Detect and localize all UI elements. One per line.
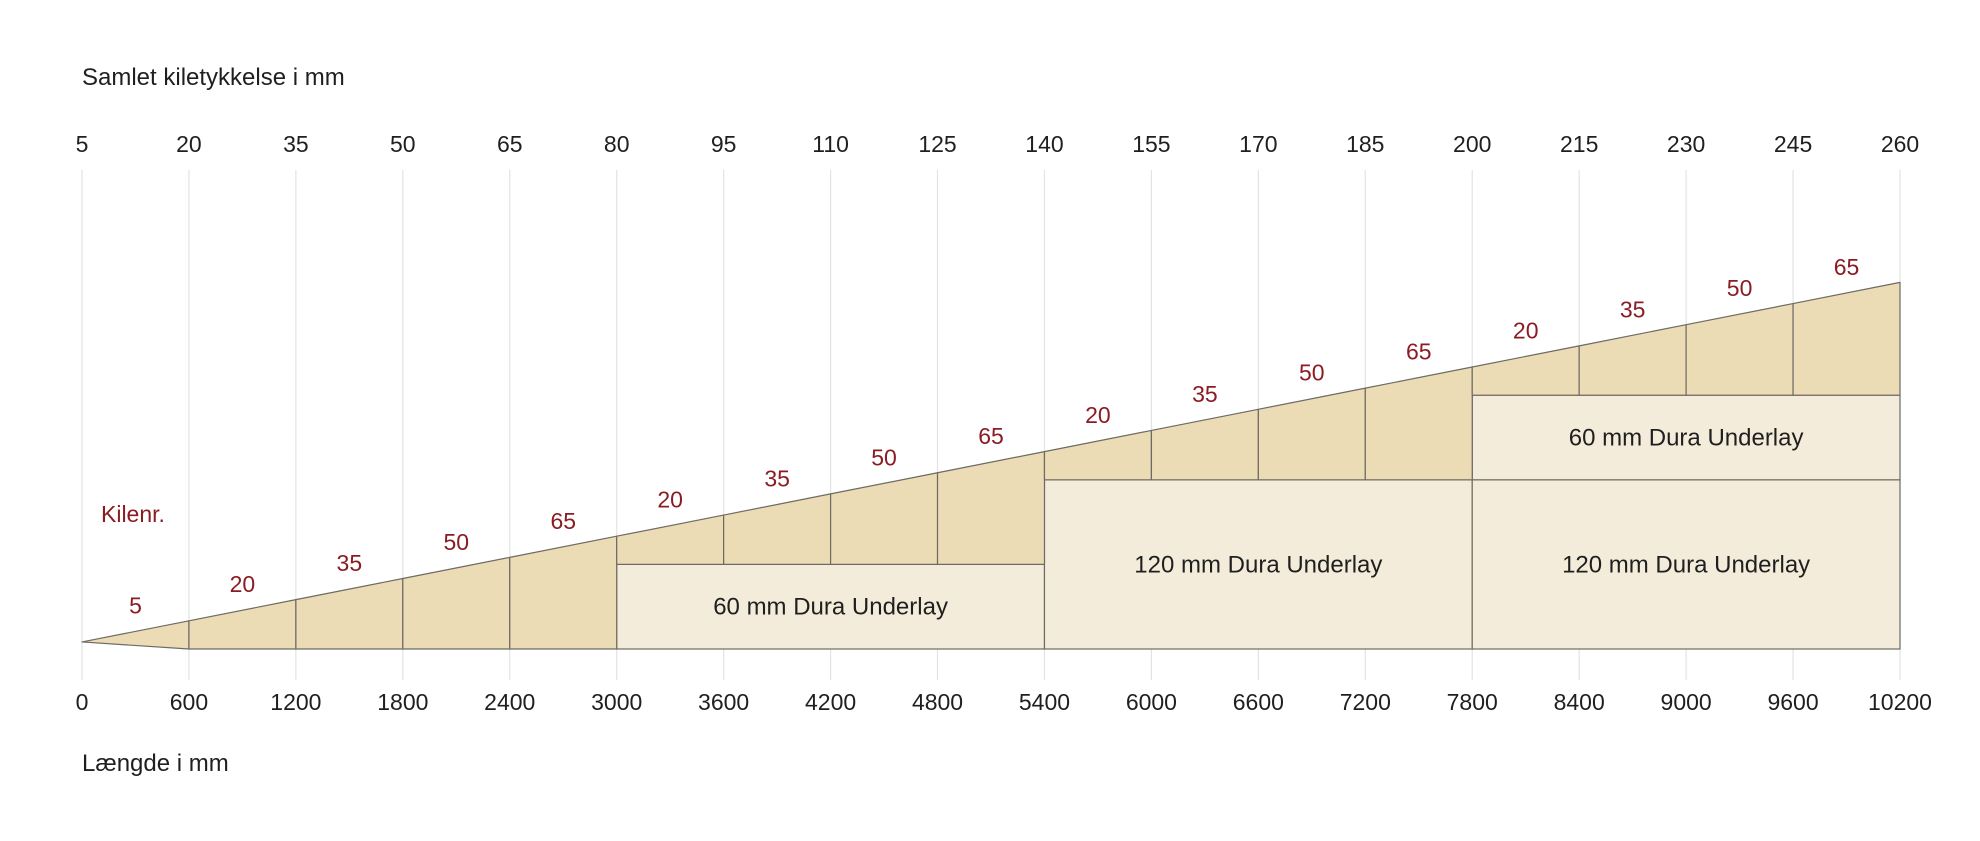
top-tick-label: 230 (1667, 131, 1705, 157)
wedge-segment (616, 514, 725, 566)
wedge-segment (723, 493, 832, 566)
kile-number: 20 (1085, 402, 1111, 428)
top-tick-label: 200 (1453, 131, 1491, 157)
top-axis-ticks: 5 20 35 50 65 80 95 110 125 140 155 170 185 200 215 230… (76, 131, 1920, 157)
kile-number: 35 (1620, 296, 1646, 322)
kile-number: 65 (1834, 254, 1860, 280)
kile-number: 65 (550, 508, 576, 534)
wedge-segment (1257, 387, 1366, 481)
top-tick-label: 95 (711, 131, 737, 157)
bottom-tick-label: 5400 (1019, 689, 1070, 715)
kile-number: 50 (871, 444, 897, 470)
underlay-block (1043, 479, 1473, 650)
bottom-tick-label: 7200 (1340, 689, 1391, 715)
top-axis-title: Samlet kiletykkelse i mm (82, 64, 345, 91)
underlay-label: 60 mm Dura Underlay (713, 594, 948, 621)
kile-number: 50 (443, 529, 469, 555)
top-tick-label: 185 (1346, 131, 1384, 157)
underlay-blocks: 60 mm Dura Underlay 120 mm Dura Underlay 1… (616, 394, 1901, 650)
wedge-segment (1792, 281, 1901, 396)
top-tick-label: 80 (604, 131, 630, 157)
top-tick-label: 155 (1132, 131, 1170, 157)
bottom-tick-label: 10200 (1868, 689, 1932, 715)
top-tick-label: 65 (497, 131, 523, 157)
top-tick-label: 125 (918, 131, 956, 157)
underlay-label: 120 mm Dura Underlay (1562, 551, 1810, 578)
bottom-tick-label: 4800 (912, 689, 963, 715)
wedge-segment (1364, 366, 1473, 481)
kile-number: 20 (1513, 317, 1539, 343)
bottom-tick-label: 6600 (1233, 689, 1284, 715)
wedge-segment (1043, 429, 1153, 481)
bottom-tick-label: 9600 (1767, 689, 1818, 715)
kile-labels: Kilenr. 5 20 35 50 65 20 35 50 65 20 35 50 65 20 35 50 6… (101, 254, 1859, 618)
top-tick-label: 215 (1560, 131, 1598, 157)
underlay-block (1471, 394, 1901, 481)
top-tick-label: 35 (283, 131, 309, 157)
top-tick-label: 20 (176, 131, 202, 157)
wedge-segment (1578, 324, 1687, 396)
wedge-segments (81, 281, 1901, 650)
wedge-segment (829, 472, 939, 566)
wedge-segment (1150, 408, 1259, 481)
kile-number: 5 (129, 592, 142, 618)
wedge-segment (1685, 302, 1794, 396)
bottom-axis-ticks: 0 600 1200 1800 2400 3000 3600 4200 4800 5400 6000… (76, 689, 1932, 715)
bottom-tick-label: 4200 (805, 689, 856, 715)
top-tick-label: 170 (1239, 131, 1277, 157)
wedge-segment (295, 577, 404, 650)
underlay-block (616, 563, 1046, 650)
bottom-tick-label: 9000 (1661, 689, 1712, 715)
bottom-tick-label: 3000 (591, 689, 642, 715)
wedge-segment (188, 599, 297, 650)
top-tick-label: 5 (76, 131, 89, 157)
bottom-tick-label: 6000 (1126, 689, 1177, 715)
kile-caption: Kilenr. (101, 501, 165, 527)
kile-number: 20 (657, 487, 683, 513)
wedge-segment (936, 451, 1046, 566)
bottom-tick-label: 3600 (698, 689, 749, 715)
bottom-tick-label: 7800 (1447, 689, 1498, 715)
top-tick-label: 245 (1774, 131, 1812, 157)
bottom-tick-label: 2400 (484, 689, 535, 715)
kile-number: 35 (337, 550, 363, 576)
kile-number: 50 (1299, 360, 1325, 386)
kile-number: 50 (1727, 275, 1753, 301)
bottom-tick-label: 8400 (1554, 689, 1605, 715)
wedge-segment (509, 535, 618, 650)
top-tick-label: 140 (1025, 131, 1063, 157)
wedge-segment (81, 620, 190, 650)
top-tick-label: 110 (812, 131, 849, 157)
bottom-tick-label: 0 (76, 689, 89, 715)
kile-number: 35 (764, 465, 790, 491)
kile-number: 20 (230, 571, 256, 597)
top-tick-label: 260 (1881, 131, 1919, 157)
underlay-label: 60 mm Dura Underlay (1569, 425, 1804, 452)
bottom-tick-label: 1200 (270, 689, 321, 715)
underlay-block (1471, 479, 1901, 650)
kile-number: 35 (1192, 381, 1218, 407)
bottom-tick-label: 1800 (377, 689, 428, 715)
kile-number: 65 (1406, 339, 1432, 365)
kile-number: 65 (978, 423, 1004, 449)
bottom-axis-title: Længde i mm (82, 750, 229, 777)
bottom-tick-label: 600 (170, 689, 208, 715)
underlay-label: 120 mm Dura Underlay (1134, 551, 1382, 578)
wedge-segment (402, 556, 511, 650)
wedge-segment (1471, 345, 1580, 396)
top-tick-label: 50 (390, 131, 416, 157)
